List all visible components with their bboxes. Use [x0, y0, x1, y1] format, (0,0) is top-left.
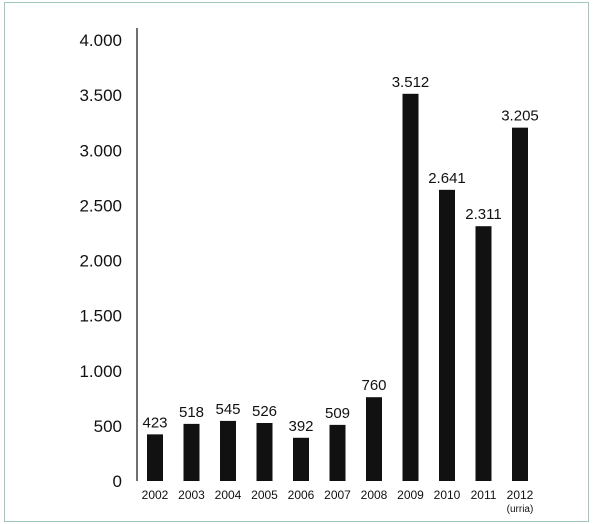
- data-label: 509: [325, 405, 350, 422]
- y-tick-label: 2.000: [79, 252, 122, 271]
- bar-2010: [439, 189, 455, 481]
- y-tick-label: 3.000: [79, 141, 122, 160]
- bar-2012: [512, 127, 528, 482]
- y-tick-label: 2.500: [79, 196, 122, 215]
- x-tick-label: 2004: [215, 488, 242, 502]
- x-tick-label: 2002: [142, 488, 169, 502]
- data-label: 760: [361, 377, 386, 394]
- x-tick-label: 2011: [471, 488, 497, 502]
- data-label: 3.205: [501, 108, 539, 125]
- bar-2008: [366, 397, 382, 481]
- x-tick-label: 2007: [324, 488, 351, 502]
- x-tick-label: 2009: [397, 488, 424, 502]
- bar-2004: [220, 420, 236, 481]
- x-tick-label: 2012: [507, 488, 534, 502]
- data-label: 392: [288, 418, 313, 435]
- data-label: 2.311: [465, 206, 501, 223]
- y-tick-label: 3.500: [79, 86, 122, 105]
- x-tick-label: 2010: [434, 488, 461, 502]
- data-label: 423: [142, 414, 167, 431]
- y-tick-label: 500: [94, 417, 122, 436]
- data-label: 518: [179, 404, 204, 421]
- data-label: 3.512: [392, 74, 430, 91]
- bar-2009: [402, 93, 419, 481]
- bar-2006: [293, 437, 309, 481]
- bar-2002: [147, 434, 163, 481]
- data-label: 2.641: [428, 170, 466, 187]
- x-axis: 2002 2003 2004 2005 2006 2007 2008 2009 2010 2011…: [142, 488, 534, 515]
- y-tick-label: 4.000: [79, 31, 122, 50]
- bar-2011: [475, 226, 492, 481]
- bar-2007: [329, 424, 346, 481]
- x-tick-note: (urria): [507, 504, 534, 515]
- data-labels: 423 518 545 526 392 509 760 3.512 2.641 2.311 3.20…: [142, 74, 538, 435]
- x-tick-label: 2008: [361, 488, 388, 502]
- y-axis: 0 500 1.000 1.500 2.000 2.500 3.000 3.500 4.000: [79, 28, 138, 491]
- x-tick-label: 2003: [178, 488, 205, 502]
- bar-2003: [183, 423, 200, 481]
- x-tick-label: 2005: [251, 488, 278, 502]
- y-tick-label: 1.000: [79, 362, 122, 381]
- data-label: 526: [252, 403, 277, 420]
- y-tick-label: 0: [113, 472, 122, 491]
- bars: [147, 93, 528, 482]
- bar-2005: [256, 423, 273, 481]
- data-label: 545: [215, 401, 240, 418]
- y-tick-label: 1.500: [79, 307, 122, 326]
- x-tick-label: 2006: [288, 488, 315, 502]
